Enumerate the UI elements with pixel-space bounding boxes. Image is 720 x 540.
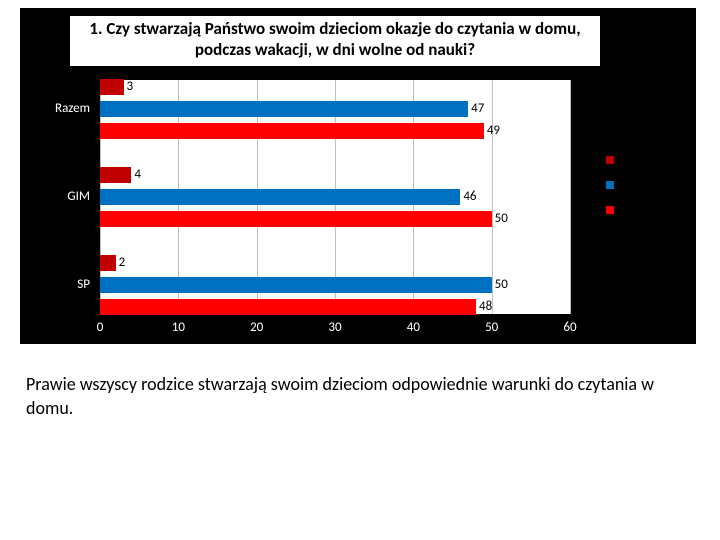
x-tick-label: 30 <box>328 320 341 335</box>
category-label: SP <box>20 277 90 292</box>
bar <box>100 277 492 293</box>
bar <box>100 189 460 205</box>
bar <box>100 255 116 271</box>
chart-area: 1. Czy stwarzają Państwo swoim dzieciom … <box>20 8 696 344</box>
bar-value-label: 50 <box>495 277 508 293</box>
category-label: GIM <box>20 189 90 204</box>
slide: 1. Czy stwarzają Państwo swoim dzieciom … <box>0 0 720 540</box>
legend-item: czasami <box>606 177 660 192</box>
legend-item: wcale <box>606 152 660 167</box>
gridline <box>492 80 493 314</box>
bar-value-label: 48 <box>479 299 492 315</box>
gridline <box>570 80 571 314</box>
x-tick-label: 40 <box>407 320 420 335</box>
legend-label: czasami <box>619 177 660 192</box>
bar <box>100 101 468 117</box>
bar-value-label: 47 <box>471 101 484 117</box>
legend-item: często <box>606 202 660 217</box>
legend-label: często <box>619 202 652 217</box>
legend: wcale czasami często <box>606 152 660 227</box>
caption-text: Prawie wszyscy rodzice stwarzają swoim d… <box>26 372 666 421</box>
bar-value-label: 50 <box>495 211 508 227</box>
bar-value-label: 3 <box>127 79 134 95</box>
x-tick-label: 0 <box>97 320 104 335</box>
bar <box>100 79 124 95</box>
plot-area: 347494465025048 <box>100 80 570 314</box>
x-tick-label: 20 <box>250 320 263 335</box>
legend-square <box>606 156 614 164</box>
x-tick-label: 10 <box>172 320 185 335</box>
chart-title: 1. Czy stwarzają Państwo swoim dzieciom … <box>80 18 590 61</box>
bar <box>100 167 131 183</box>
bar <box>100 299 476 315</box>
bar-value-label: 46 <box>463 189 476 205</box>
bar-value-label: 4 <box>134 167 141 183</box>
x-tick-label: 50 <box>485 320 498 335</box>
bar <box>100 123 484 139</box>
category-label: Razem <box>20 101 90 116</box>
legend-square <box>606 181 614 189</box>
bar-value-label: 2 <box>119 255 126 271</box>
bar-value-label: 49 <box>487 123 500 139</box>
bar <box>100 211 492 227</box>
legend-square <box>606 206 614 214</box>
x-tick-label: 60 <box>563 320 576 335</box>
legend-label: wcale <box>619 152 649 167</box>
